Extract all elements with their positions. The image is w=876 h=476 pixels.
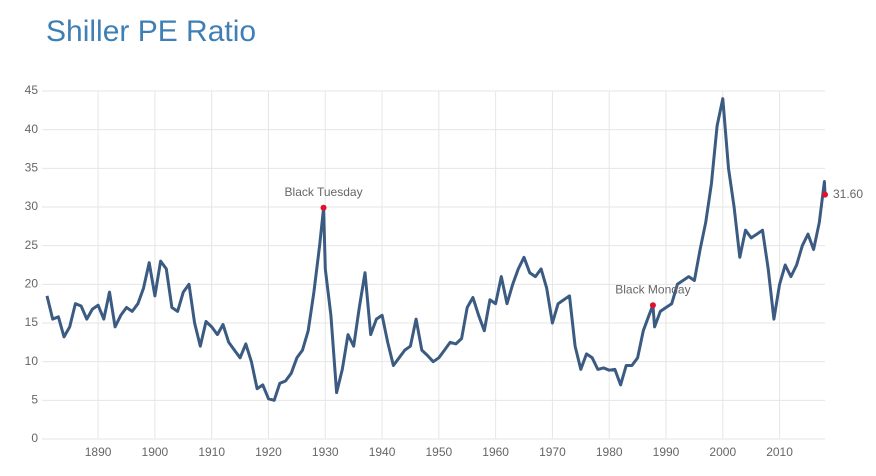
- chart-title: Shiller PE Ratio: [46, 15, 256, 48]
- line: [45, 97, 827, 402]
- y-tick-label: 5: [31, 393, 38, 407]
- annotation-label: Black Tuesday: [285, 185, 363, 199]
- x-tick-label: 1930: [312, 445, 339, 459]
- y-tick-label: 20: [25, 277, 39, 291]
- x-tick-label: 1950: [425, 445, 452, 459]
- x-tick-label: 1910: [198, 445, 225, 459]
- y-tick-label: 45: [25, 83, 39, 97]
- x-tick-label: 1970: [539, 445, 566, 459]
- y-tick-label: 35: [25, 161, 39, 175]
- y-tick-label: 40: [25, 122, 39, 136]
- y-tick-label: 25: [25, 238, 39, 252]
- x-tick-label: 1990: [653, 445, 680, 459]
- y-tick-label: 0: [31, 431, 38, 445]
- x-tick-label: 2000: [709, 445, 736, 459]
- y-tick-label: 30: [25, 199, 39, 213]
- x-tick-label: 1960: [482, 445, 509, 459]
- x-tick-label: 1940: [369, 445, 396, 459]
- y-tick-label: 10: [25, 354, 39, 368]
- annotation-label: Black Monday: [615, 282, 690, 296]
- annotation-marker: [320, 204, 327, 211]
- annotation-marker: [649, 302, 656, 309]
- x-tick-label: 1890: [85, 445, 112, 459]
- x-tick-label: 1920: [255, 445, 282, 459]
- x-tick-label: 1900: [142, 445, 169, 459]
- annotation-label: 31.60: [833, 187, 863, 201]
- x-tick-label: 2010: [766, 445, 793, 459]
- annotation-marker: [822, 191, 828, 198]
- y-tick-label: 15: [25, 315, 39, 329]
- x-tick-label: 1980: [596, 445, 623, 459]
